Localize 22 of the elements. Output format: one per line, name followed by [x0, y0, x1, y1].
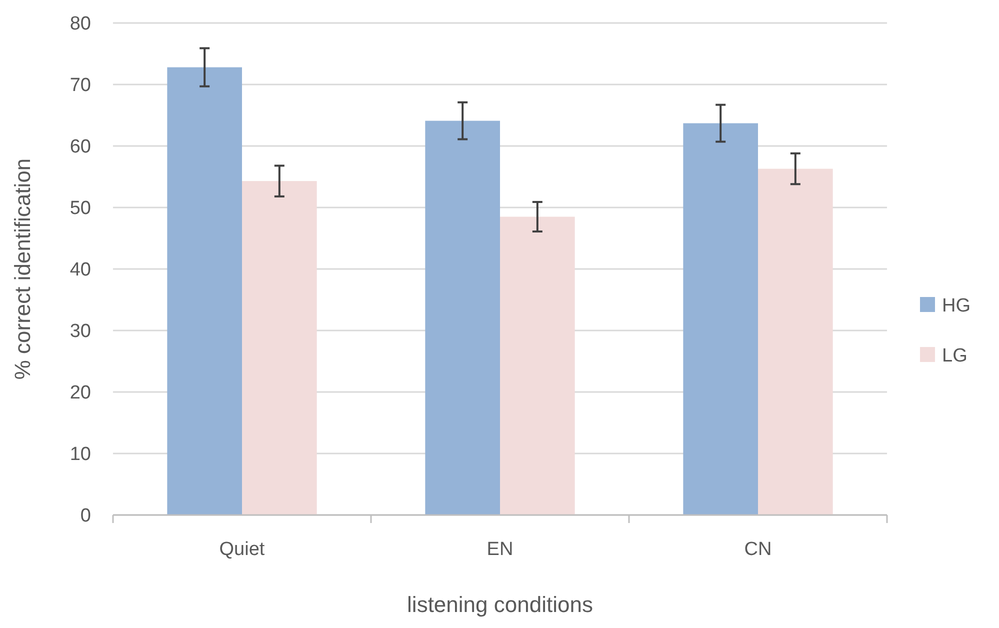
- y-tick-label: 0: [80, 506, 91, 527]
- y-tick-label: 10: [70, 444, 91, 466]
- y-tick-label: 50: [70, 198, 91, 220]
- y-axis-title: % correct identification: [10, 158, 35, 380]
- y-tick-label: 60: [70, 136, 91, 158]
- x-tick-label: Quiet: [219, 539, 266, 560]
- x-tick-label: EN: [486, 539, 514, 560]
- y-tick-label: 70: [70, 75, 91, 96]
- bar: [500, 216, 575, 515]
- y-tick-label: 30: [70, 321, 91, 342]
- bar: [758, 168, 833, 515]
- legend-label: LG: [942, 346, 968, 367]
- bar: [425, 120, 500, 515]
- bar: [683, 123, 758, 515]
- y-tick-label: 20: [70, 382, 91, 404]
- bar: [167, 67, 242, 515]
- legend-label: HG: [942, 296, 970, 317]
- x-tick-label: CN: [744, 539, 772, 560]
- y-tick-label: 40: [70, 260, 91, 281]
- y-tick-label: 80: [70, 14, 91, 35]
- bar: [242, 181, 317, 515]
- x-axis-title: listening conditions: [407, 592, 593, 617]
